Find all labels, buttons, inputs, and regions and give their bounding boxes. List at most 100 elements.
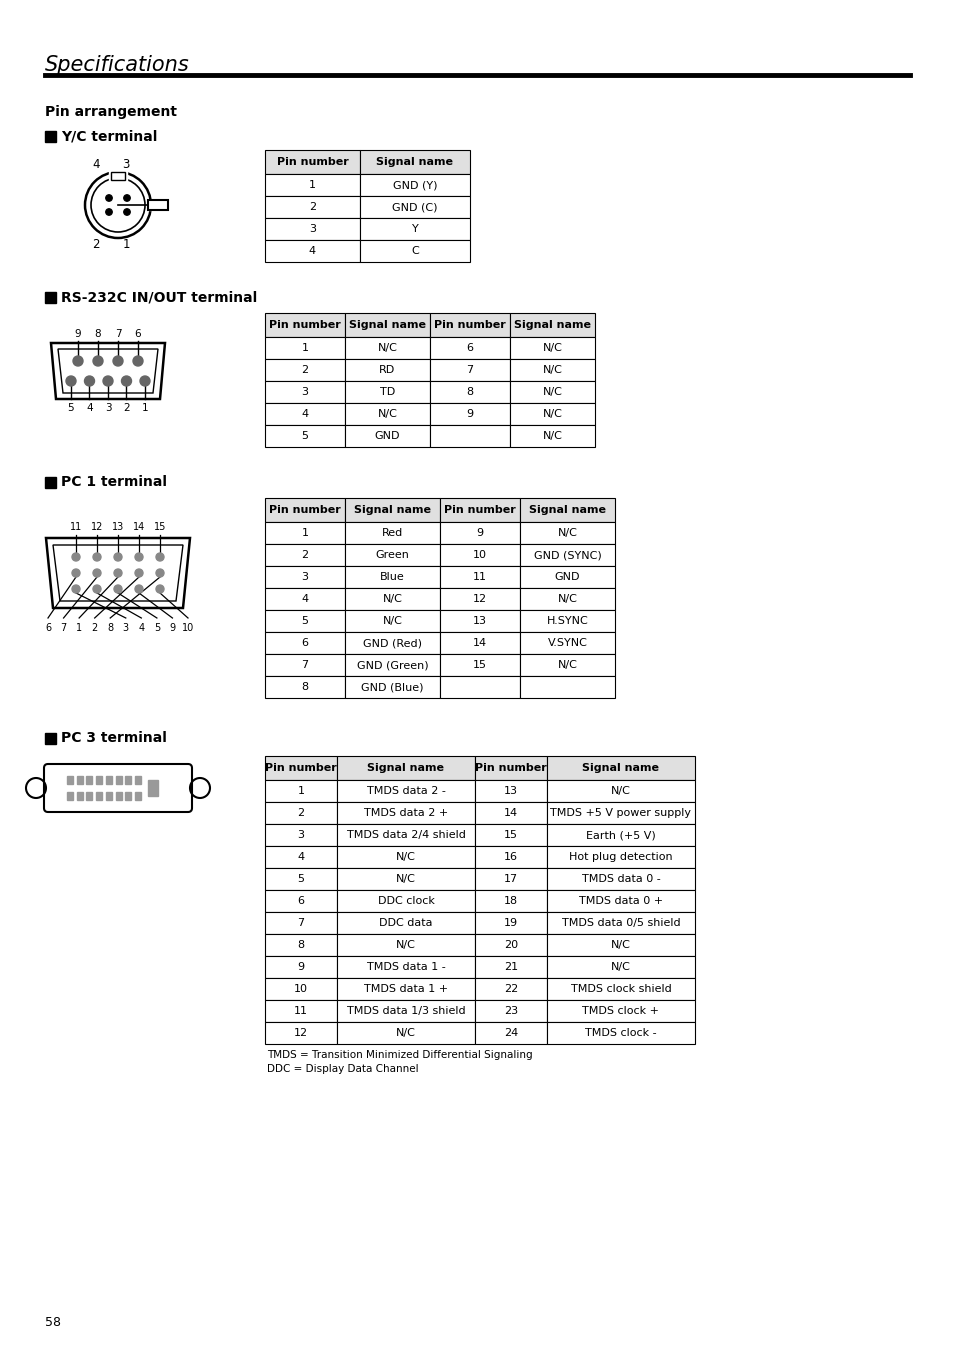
Text: 10: 10 <box>182 623 193 634</box>
Text: 1: 1 <box>301 343 308 353</box>
Bar <box>336 780 475 802</box>
Bar <box>265 780 336 802</box>
Text: 2: 2 <box>301 365 308 376</box>
Circle shape <box>121 376 132 386</box>
Text: GND (Green): GND (Green) <box>356 661 428 670</box>
Circle shape <box>124 209 130 215</box>
Text: N/C: N/C <box>395 940 416 950</box>
Bar <box>265 632 345 654</box>
Text: N/C: N/C <box>611 786 630 796</box>
Text: Green: Green <box>375 550 409 561</box>
Text: Hot plug detection: Hot plug detection <box>569 852 672 862</box>
Bar <box>510 313 595 336</box>
Bar <box>135 775 141 784</box>
Bar <box>345 676 439 698</box>
Text: TMDS clock -: TMDS clock - <box>584 1028 656 1038</box>
Bar <box>265 426 345 447</box>
Text: 6: 6 <box>297 896 304 907</box>
Bar <box>265 196 359 218</box>
Text: N/C: N/C <box>542 431 562 440</box>
Text: 3: 3 <box>301 386 308 397</box>
Text: 6: 6 <box>134 330 141 339</box>
Text: RS-232C IN/OUT terminal: RS-232C IN/OUT terminal <box>61 290 257 304</box>
Bar <box>265 240 359 262</box>
Text: TMDS data 0 -: TMDS data 0 - <box>581 874 659 884</box>
Bar <box>111 172 125 180</box>
Bar <box>475 978 546 1000</box>
Text: 4: 4 <box>138 623 144 634</box>
Text: TMDS = Transition Minimized Differential Signaling
DDC = Display Data Channel: TMDS = Transition Minimized Differential… <box>267 1050 532 1074</box>
Text: TMDS data 2 -: TMDS data 2 - <box>366 786 445 796</box>
Text: TMDS data 1 -: TMDS data 1 - <box>366 962 445 971</box>
Bar <box>475 780 546 802</box>
Bar <box>135 792 141 800</box>
Bar <box>45 734 56 744</box>
Bar <box>439 499 519 521</box>
Text: 2: 2 <box>297 808 304 817</box>
Text: 1: 1 <box>122 239 130 251</box>
Text: 12: 12 <box>91 521 103 532</box>
Text: 13: 13 <box>112 521 124 532</box>
Bar <box>546 978 695 1000</box>
Bar <box>475 824 546 846</box>
Circle shape <box>140 376 150 386</box>
Bar <box>115 775 121 784</box>
Text: 7: 7 <box>466 365 473 376</box>
Text: Signal name: Signal name <box>582 763 659 773</box>
Bar <box>265 912 336 934</box>
Bar <box>336 757 475 780</box>
Bar <box>546 757 695 780</box>
Text: Pin number: Pin number <box>276 157 348 168</box>
Bar <box>359 174 470 196</box>
Bar <box>265 846 336 867</box>
Text: 5: 5 <box>153 623 160 634</box>
Text: Red: Red <box>381 528 403 538</box>
Text: 11: 11 <box>70 521 82 532</box>
Text: 9: 9 <box>476 528 483 538</box>
Bar <box>519 521 615 544</box>
Text: DDC clock: DDC clock <box>377 896 434 907</box>
Bar <box>336 1021 475 1044</box>
Bar <box>475 1021 546 1044</box>
Text: 20: 20 <box>503 940 517 950</box>
Text: N/C: N/C <box>611 962 630 971</box>
Bar <box>345 632 439 654</box>
Text: 19: 19 <box>503 917 517 928</box>
Text: Signal name: Signal name <box>354 505 431 515</box>
Bar <box>439 521 519 544</box>
Text: 9: 9 <box>297 962 304 971</box>
Text: 18: 18 <box>503 896 517 907</box>
Bar <box>510 359 595 381</box>
Text: 24: 24 <box>503 1028 517 1038</box>
Bar <box>67 792 73 800</box>
Circle shape <box>106 195 112 201</box>
Bar <box>475 890 546 912</box>
Text: 8: 8 <box>107 623 113 634</box>
Bar <box>345 381 430 403</box>
Text: Pin arrangement: Pin arrangement <box>45 105 177 119</box>
Bar <box>265 499 345 521</box>
Circle shape <box>103 376 112 386</box>
Bar <box>430 426 510 447</box>
Text: 8: 8 <box>466 386 473 397</box>
Bar <box>546 957 695 978</box>
Circle shape <box>135 553 143 561</box>
Bar <box>265 336 345 359</box>
Text: GND: GND <box>375 431 400 440</box>
Bar <box>519 611 615 632</box>
Text: PC 1 terminal: PC 1 terminal <box>61 476 167 489</box>
Circle shape <box>135 569 143 577</box>
Text: Signal name: Signal name <box>349 320 426 330</box>
Bar <box>546 867 695 890</box>
Text: N/C: N/C <box>542 343 562 353</box>
Text: 21: 21 <box>503 962 517 971</box>
Text: 17: 17 <box>503 874 517 884</box>
Circle shape <box>156 553 164 561</box>
Text: 12: 12 <box>294 1028 308 1038</box>
Text: 3: 3 <box>297 830 304 840</box>
Bar <box>336 802 475 824</box>
Bar <box>265 757 336 780</box>
Text: V.SYNC: V.SYNC <box>547 638 587 648</box>
Bar <box>439 654 519 676</box>
Bar <box>125 775 132 784</box>
